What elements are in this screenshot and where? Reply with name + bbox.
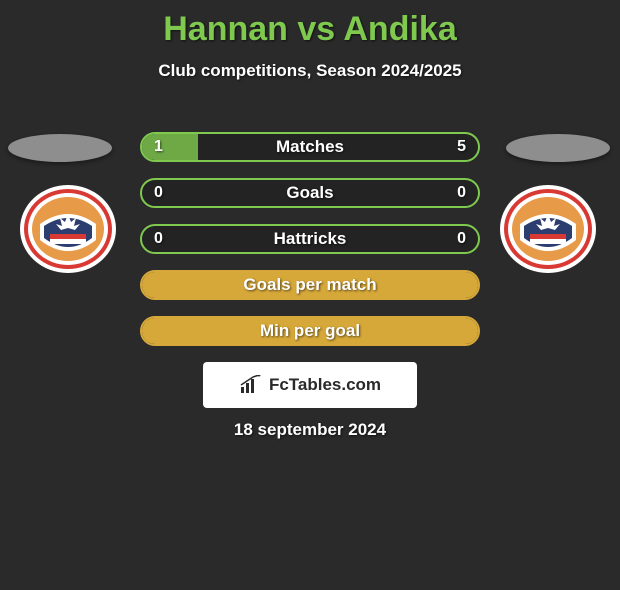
stat-row: 15Matches [140, 132, 480, 162]
stat-right-value: 5 [457, 138, 466, 156]
club-badge-right [498, 184, 598, 274]
stat-right-value: 0 [457, 230, 466, 248]
stat-row: 0 0Hattricks [140, 224, 480, 254]
stat-row: Goals per match [140, 270, 480, 300]
stat-left-value: 1 [154, 138, 163, 156]
stat-left-value: 0 [154, 230, 163, 248]
stat-left-value: 0 [154, 184, 163, 202]
stat-fill [142, 272, 478, 298]
stat-label: Goals [142, 183, 478, 203]
shield-icon [498, 184, 598, 274]
date-label: 18 september 2024 [0, 420, 620, 440]
chart-icon [239, 375, 263, 395]
shield-icon [18, 184, 118, 274]
player-left-placeholder [8, 134, 112, 162]
player-right-placeholder [506, 134, 610, 162]
stat-fill [142, 134, 198, 160]
stat-right-value: 0 [457, 184, 466, 202]
stat-row: 0 0Goals [140, 178, 480, 208]
subtitle: Club competitions, Season 2024/2025 [0, 61, 620, 81]
stats-panel: 15Matches00Goals00HattricksGoals per mat… [140, 132, 480, 362]
club-badge-left [18, 184, 118, 274]
page-title: Hannan vs Andika [0, 10, 620, 49]
branding-text: FcTables.com [269, 375, 381, 395]
stat-row: Min per goal [140, 316, 480, 346]
branding-box: FcTables.com [203, 362, 417, 408]
stat-label: Hattricks [142, 229, 478, 249]
stat-fill [142, 318, 478, 344]
